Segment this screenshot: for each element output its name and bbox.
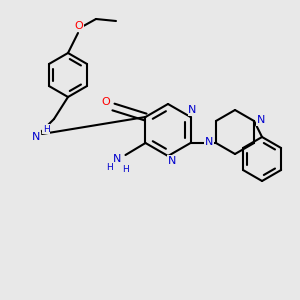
Text: O: O xyxy=(75,21,83,31)
Text: N: N xyxy=(205,137,213,147)
Text: O: O xyxy=(101,97,110,107)
Text: H: H xyxy=(122,164,129,173)
Text: N: N xyxy=(32,132,40,142)
Text: H: H xyxy=(43,124,50,134)
Text: N: N xyxy=(188,105,197,115)
Text: N: N xyxy=(113,154,122,164)
Text: N: N xyxy=(257,115,265,125)
Text: H: H xyxy=(106,164,113,172)
Text: N: N xyxy=(168,156,176,166)
